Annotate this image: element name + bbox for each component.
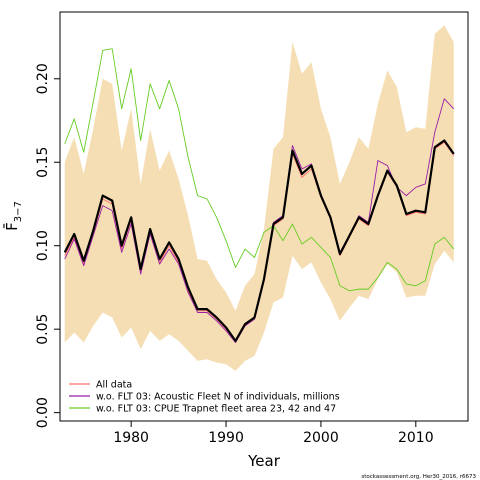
x-tick-label-2010: 2010 bbox=[398, 430, 434, 446]
series-lines bbox=[63, 48, 455, 343]
confidence-band bbox=[64, 25, 454, 371]
y-axis-title: F̄3−7 bbox=[2, 201, 24, 231]
legend-label-2: w.o. FLT 03: CPUE Trapnet fleet area 23,… bbox=[96, 404, 336, 415]
y-axis: 0.00 0.05 0.10 0.15 0.20 bbox=[35, 63, 60, 428]
x-tick-label-1980: 1980 bbox=[113, 430, 149, 446]
x-tick-label-2000: 2000 bbox=[303, 430, 339, 446]
footer-credit: stockassessment.org, Her30_2016, r6673 bbox=[361, 474, 476, 480]
x-axis: 1980 1990 2000 2010 bbox=[113, 421, 434, 446]
x-axis-title: Year bbox=[247, 452, 281, 470]
confidence-band-area bbox=[64, 25, 454, 371]
plot-frame bbox=[59, 11, 469, 422]
y-axis-title-main: F̄ bbox=[2, 222, 21, 231]
x-tick-label-1990: 1990 bbox=[208, 430, 244, 446]
series-line-0 bbox=[63, 139, 455, 342]
legend-label-0: All data bbox=[96, 380, 132, 391]
legend-label-1: w.o. FLT 03: Acoustic Fleet N of individ… bbox=[96, 392, 340, 403]
y-tick-label-2: 0.10 bbox=[35, 230, 51, 261]
y-tick-label-4: 0.20 bbox=[35, 63, 51, 94]
y-tick-label-0: 0.00 bbox=[35, 397, 51, 428]
svg-text:F̄3−7: F̄3−7 bbox=[2, 201, 24, 231]
series-line-3 bbox=[64, 48, 455, 292]
y-axis-title-subscript: 3−7 bbox=[13, 201, 24, 222]
y-tick-label-1: 0.05 bbox=[35, 314, 51, 345]
y-tick-label-3: 0.15 bbox=[35, 147, 51, 178]
